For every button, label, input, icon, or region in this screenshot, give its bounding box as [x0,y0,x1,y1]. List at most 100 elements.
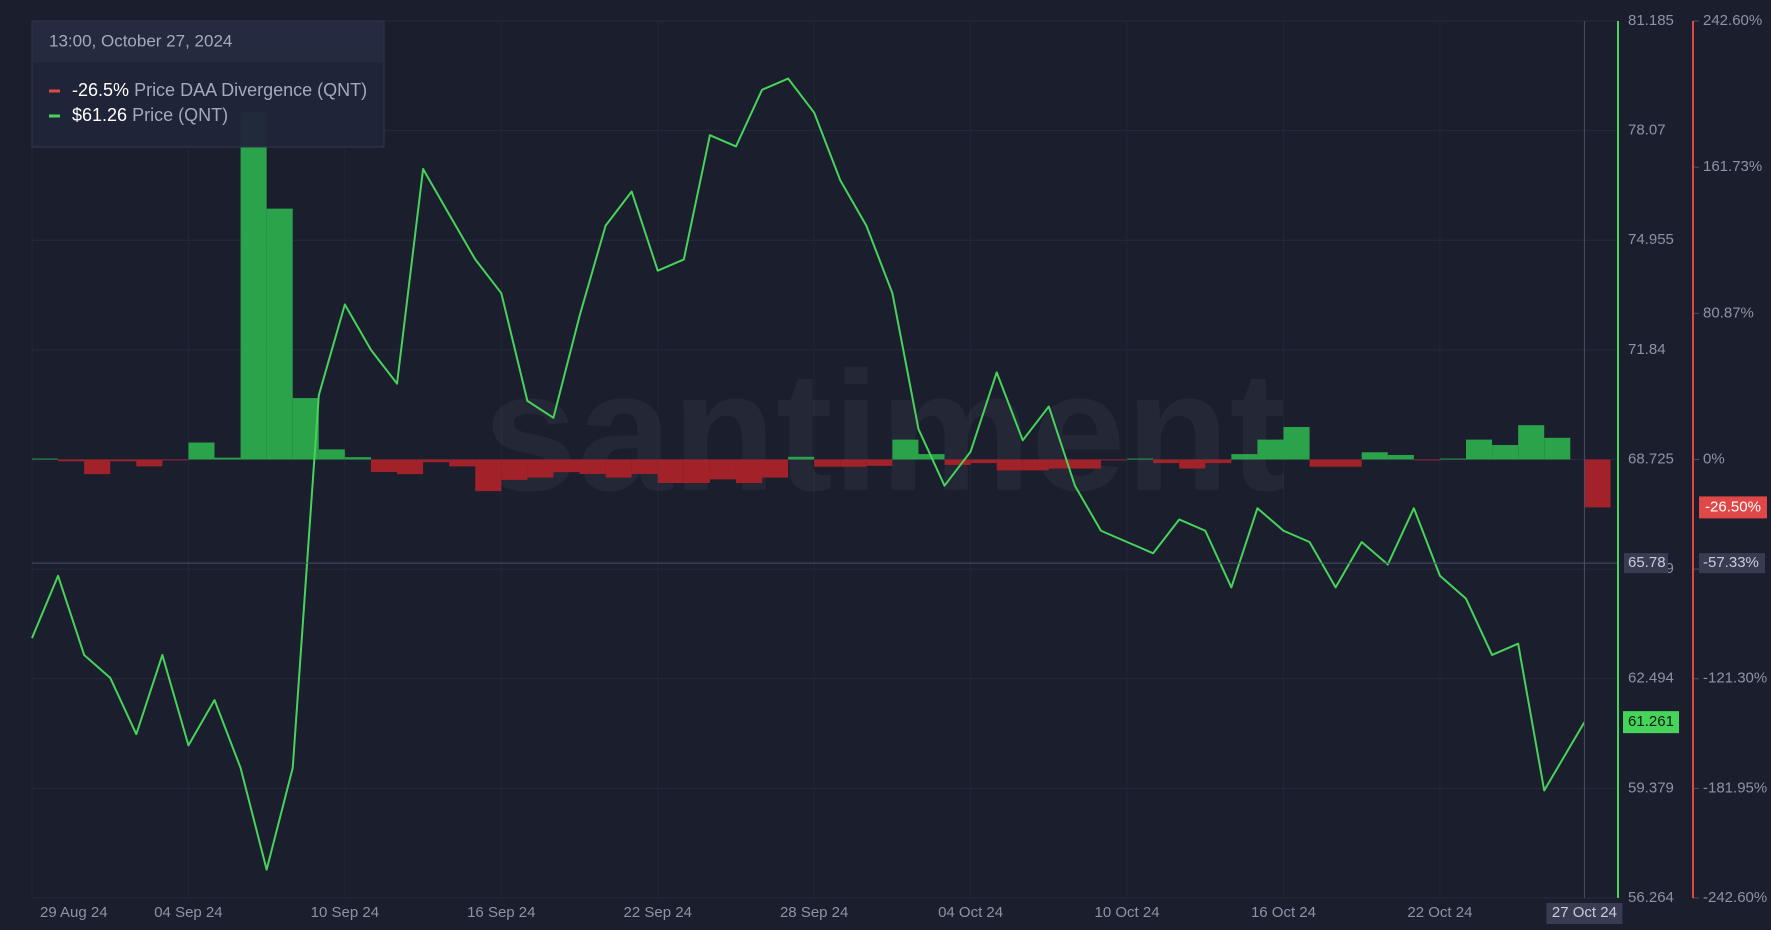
bar [1492,445,1519,460]
bar [892,439,919,460]
bar [735,459,763,483]
bar [1257,439,1284,460]
bar [709,459,736,480]
y2-tick-label: -181.95% [1703,779,1767,796]
crosshair-x-label: 27 Oct 24 [1552,904,1617,921]
bar [1074,459,1101,469]
bar [788,456,815,460]
bar [397,459,424,475]
bar [657,459,684,483]
bar [1283,426,1310,460]
y-tick-label: 62.494 [1628,670,1674,687]
bar [32,458,59,460]
bar [1205,459,1232,464]
bar [240,112,267,460]
y-tick-label: 59.379 [1628,779,1674,796]
bar [631,459,658,474]
x-tick-label: 28 Sep 24 [780,904,848,921]
bar [1231,454,1258,460]
bar [1022,459,1049,471]
legend-entry: -26.5% Price DAA Divergence (QNT) [72,80,367,100]
bar [475,459,502,492]
legend-entry: $61.26 Price (QNT) [72,105,228,125]
bar [762,459,789,478]
bar [214,457,241,460]
bar [1335,459,1362,467]
x-tick-label: 04 Sep 24 [154,904,222,921]
x-tick-label: 16 Oct 24 [1251,904,1316,921]
legend-name: Price (QNT) [132,105,228,125]
tooltip-title: 13:00, October 27, 2024 [49,31,232,50]
crosshair-x-box [1546,903,1623,924]
x-tick-label: 04 Oct 24 [938,904,1003,921]
bar [188,442,215,460]
bar [866,459,893,466]
bar [1100,459,1128,461]
last-divergence-label: -26.50% [1705,498,1761,515]
price-line [31,77,1586,871]
bar [1584,459,1611,508]
bar [1309,459,1336,467]
bar [1153,459,1180,464]
y-tick-label: 56.264 [1628,889,1674,906]
last-divergence-box [1699,496,1767,519]
bar [449,459,476,467]
legend-value: -26.5% [72,80,129,100]
crosshair-y2-label: -57.33% [1703,554,1759,571]
bar [1048,459,1075,469]
y-tick-label: 81.185 [1628,12,1674,29]
x-tick-label: 22 Oct 24 [1407,904,1472,921]
bar [840,459,867,467]
last-price-box [1623,711,1679,734]
bar [1387,454,1414,460]
bar [58,459,85,462]
bar [1439,458,1466,460]
bar [84,459,111,475]
legend-value: $61.26 [72,105,127,125]
x-tick-label: 22 Sep 24 [624,904,692,921]
y2-tick-label: -242.60% [1703,889,1767,906]
y-tick-label: 78.07 [1628,122,1666,139]
x-tick-label: 16 Sep 24 [467,904,535,921]
bar [162,459,189,461]
y-tick-label: 74.955 [1628,231,1674,248]
bar [553,459,580,473]
bar [996,459,1023,471]
bar [527,459,554,478]
bar [1361,452,1388,460]
bar [370,459,398,472]
bar [579,459,606,474]
watermark: santiment [483,337,1286,527]
last-price-label: 61.261 [1628,713,1674,730]
bar [605,459,632,478]
y2-tick-label: -121.30% [1703,670,1767,687]
bar [944,459,971,465]
bar [344,457,371,460]
y2-tick-label: 242.60% [1703,12,1762,29]
bar [1127,458,1154,460]
bar [1518,425,1545,460]
tooltip: 13:00, October 27, 2024 -26.5% Price DAA… [31,20,385,148]
bar [318,449,345,460]
bar [970,459,997,464]
bar [814,459,841,467]
bar [136,459,163,467]
legend-name: Price DAA Divergence (QNT) [134,80,367,100]
y-tick-label: 71.84 [1628,341,1666,358]
x-tick-label: 10 Sep 24 [311,904,379,921]
crosshair-y-label: 65.78 [1628,554,1666,571]
bar [110,459,137,462]
bar [423,459,450,463]
y-tick-label: 68.725 [1628,450,1674,467]
crosshair-y-box [1624,553,1668,574]
y2-tick-label: 161.73% [1703,158,1762,175]
bar [266,208,293,460]
bar [501,459,528,480]
bar [683,459,710,483]
tooltip-header [33,22,383,62]
bar [1544,437,1571,460]
x-tick-label: 10 Oct 24 [1095,904,1160,921]
bar [1465,439,1493,460]
